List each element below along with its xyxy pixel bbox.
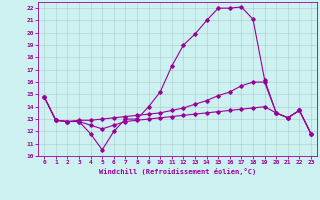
X-axis label: Windchill (Refroidissement éolien,°C): Windchill (Refroidissement éolien,°C) [99, 168, 256, 175]
